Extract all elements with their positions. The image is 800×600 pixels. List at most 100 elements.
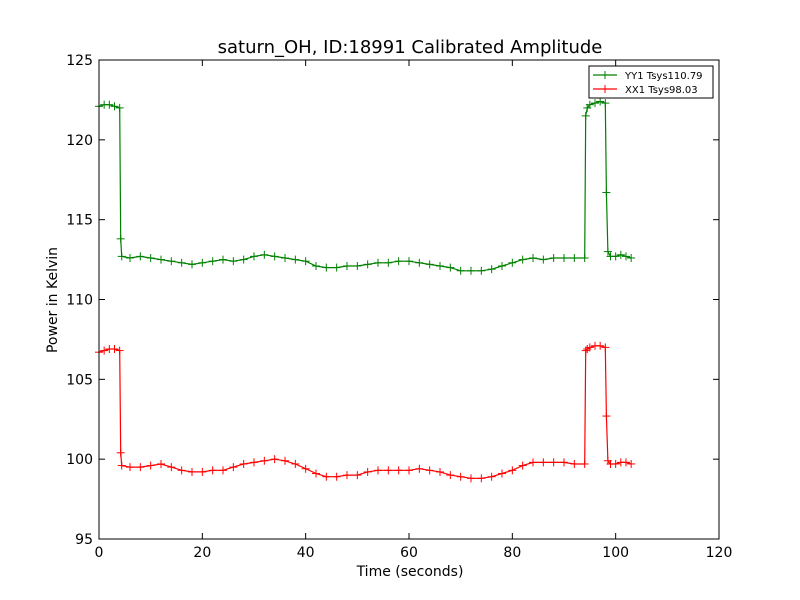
data-point [219,255,227,264]
data-point [353,471,362,480]
data-point [384,466,393,475]
data-point [508,466,517,475]
legend-box [588,65,714,99]
data-point [270,252,279,261]
data-point [436,261,444,270]
data-point [436,467,444,476]
data-point [157,255,165,264]
data-point [539,255,548,264]
data-point [117,461,126,470]
data-point [198,467,207,476]
data-point [219,466,227,475]
data-point [627,459,636,468]
y-axis: 95 100 105 110 115 120 125 [66,53,719,548]
legend-label: XX1 Tsys98.03 [625,85,698,96]
data-point [498,469,506,478]
y-tick-label: 95 [75,532,93,548]
data-point [549,458,558,467]
x-tick-label: 0 [95,545,104,561]
data-point [100,346,109,355]
data-point [374,258,382,267]
data-point [580,253,589,262]
data-point [260,456,269,465]
data-point [301,257,310,266]
data-point [529,253,537,262]
legend-label: YY1 Tsys110.79 [624,71,703,82]
data-point [477,474,486,483]
data-point [332,263,341,272]
data-point [405,257,413,266]
data-point [539,458,548,467]
data-point [518,461,527,470]
data-point [270,455,279,464]
data-point [405,466,413,475]
data-point [549,253,558,262]
data-point [611,459,620,468]
data-point [136,463,145,472]
data-point [250,252,258,261]
data-point [467,474,475,483]
legend: YY1 Tsys110.79 XX1 Tsys98.03 [588,65,714,99]
data-point [601,343,610,352]
data-point [157,459,165,468]
x-tick-label: 60 [400,545,418,561]
data-point [560,253,568,262]
data-point [622,252,630,261]
y-tick-label: 100 [66,452,93,468]
data-point [188,467,196,476]
data-point [105,100,114,109]
data-point [570,459,579,468]
data-point [394,466,403,475]
y-tick-label: 120 [66,133,93,149]
data-point [518,255,527,264]
data-point [116,448,125,457]
data-point [301,464,310,473]
data-point [627,253,636,262]
data-point [580,459,589,468]
data-point [146,253,155,262]
data-point [312,261,320,270]
data-point [281,456,289,465]
data-point [363,467,372,476]
data-point [456,266,465,275]
data-point [616,250,625,259]
data-point [115,346,124,355]
data-point [250,458,258,467]
data-point [570,253,579,262]
data-point [602,412,611,421]
data-point [229,463,238,472]
data-point [343,261,351,270]
data-point [415,464,424,473]
x-tick-label: 100 [602,545,629,561]
data-point [585,100,594,109]
data-point [110,344,119,353]
plot-series [95,97,636,483]
data-point [456,472,465,481]
data-point [611,252,620,261]
data-point [581,111,590,120]
data-point [188,260,196,269]
data-point [208,257,217,266]
data-point [529,458,537,467]
data-point [167,257,176,266]
data-point [602,188,611,197]
y-tick-label: 105 [66,372,93,388]
x-tick-label: 120 [706,545,733,561]
data-point [487,265,496,274]
data-point [487,472,496,481]
data-point [291,459,300,468]
data-point [126,253,134,262]
data-point [322,263,331,272]
data-point [117,252,126,261]
data-point [260,250,269,259]
data-point [384,258,393,267]
data-point [585,343,594,352]
y-tick-label: 110 [66,293,93,309]
x-tick-label: 40 [297,545,315,561]
data-point [281,253,289,262]
x-axis: 0 20 40 60 80 100 120 [95,60,733,561]
data-point [229,257,238,266]
data-point [363,260,372,269]
